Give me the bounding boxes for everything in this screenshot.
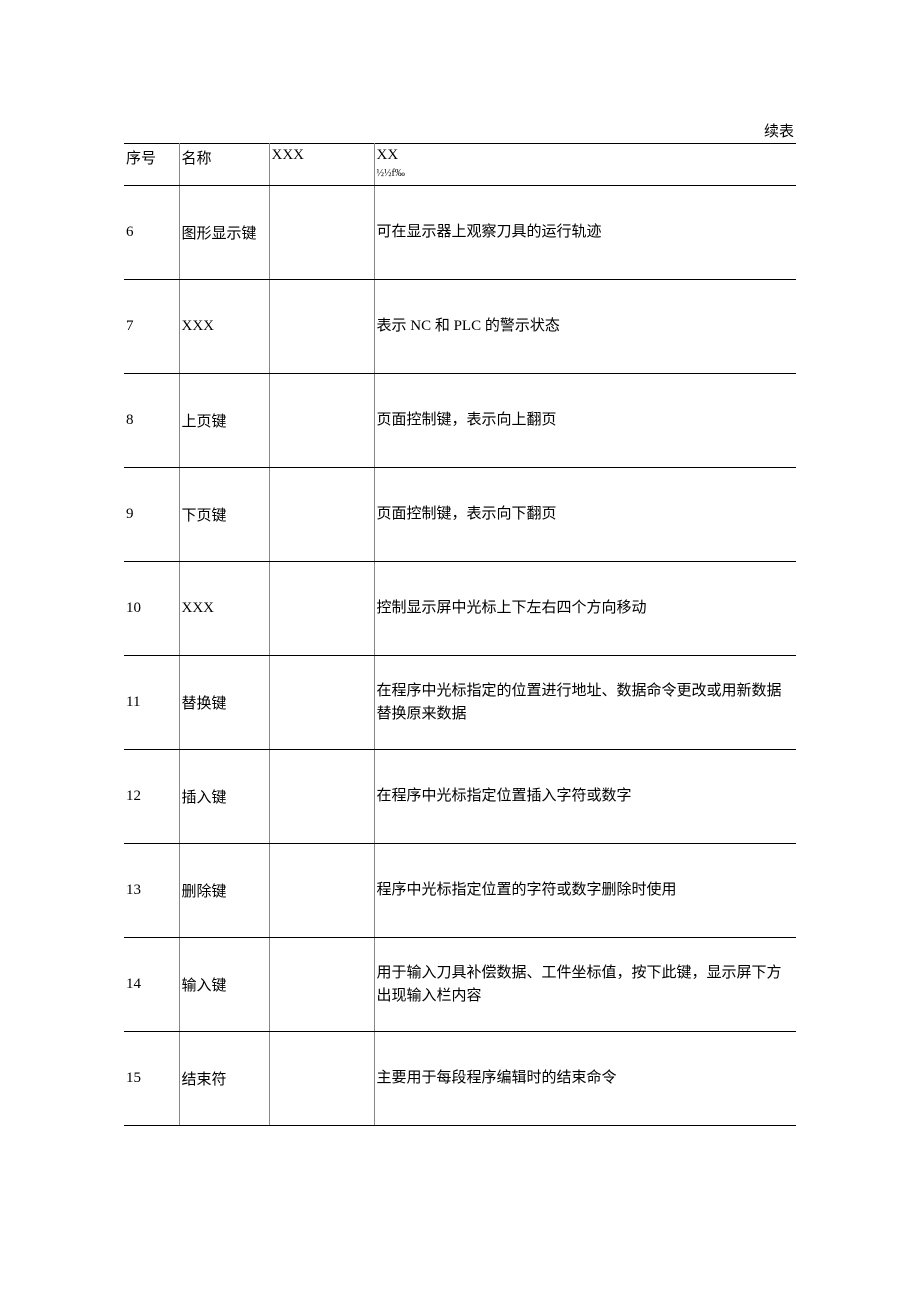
table-row: 8 上页键 页面控制键，表示向上翻页 xyxy=(124,374,796,468)
cell-col3 xyxy=(269,1032,374,1126)
cell-col3 xyxy=(269,938,374,1032)
cell-desc: 可在显示器上观察刀具的运行轨迹 xyxy=(374,186,796,280)
cell-name: 输入键 xyxy=(179,938,269,1032)
header-col3: XXX xyxy=(269,144,374,186)
cell-col3 xyxy=(269,468,374,562)
header-col4: XX ½½f‰ xyxy=(374,144,796,186)
cell-desc: 用于输入刀具补偿数据、工件坐标值，按下此键，显示屏下方出现输入栏内容 xyxy=(374,938,796,1032)
cell-desc: 程序中光标指定位置的字符或数字删除时使用 xyxy=(374,844,796,938)
cell-col3 xyxy=(269,750,374,844)
table-row: 9 下页键 页面控制键，表示向下翻页 xyxy=(124,468,796,562)
cell-name: 上页键 xyxy=(179,374,269,468)
cell-name: 结束符 xyxy=(179,1032,269,1126)
table-row: 12 插入键 在程序中光标指定位置插入字符或数字 xyxy=(124,750,796,844)
cell-name: 替换键 xyxy=(179,656,269,750)
cell-seq: 14 xyxy=(124,938,179,1032)
keys-table: 序号 名称 XXX XX ½½f‰ 6 图形显示键 可在显示器上观察刀具的运行轨… xyxy=(124,143,796,1126)
cell-seq: 15 xyxy=(124,1032,179,1126)
header-name: 名称 xyxy=(179,144,269,186)
table-row: 15 结束符 主要用于每段程序编辑时的结束命令 xyxy=(124,1032,796,1126)
table-row: 11 替换键 在程序中光标指定的位置进行地址、数据命令更改或用新数据替换原来数据 xyxy=(124,656,796,750)
cell-name: XXX xyxy=(179,280,269,374)
cell-name: 删除键 xyxy=(179,844,269,938)
cell-col3 xyxy=(269,562,374,656)
cell-desc: 表示 NC 和 PLC 的警示状态 xyxy=(374,280,796,374)
cell-seq: 10 xyxy=(124,562,179,656)
table-row: 7 XXX 表示 NC 和 PLC 的警示状态 xyxy=(124,280,796,374)
cell-desc: 主要用于每段程序编辑时的结束命令 xyxy=(374,1032,796,1126)
table-row: 13 删除键 程序中光标指定位置的字符或数字删除时使用 xyxy=(124,844,796,938)
cell-seq: 8 xyxy=(124,374,179,468)
cell-seq: 13 xyxy=(124,844,179,938)
table-row: 6 图形显示键 可在显示器上观察刀具的运行轨迹 xyxy=(124,186,796,280)
table-caption: 续表 xyxy=(124,120,796,141)
header-col4-line1: XX xyxy=(377,147,399,163)
cell-seq: 7 xyxy=(124,280,179,374)
cell-name: 下页键 xyxy=(179,468,269,562)
header-col4-line2: ½½f‰ xyxy=(377,168,405,179)
table-row: 10 XXX 控制显示屏中光标上下左右四个方向移动 xyxy=(124,562,796,656)
cell-name: XXX xyxy=(179,562,269,656)
cell-desc: 在程序中光标指定的位置进行地址、数据命令更改或用新数据替换原来数据 xyxy=(374,656,796,750)
cell-col3 xyxy=(269,844,374,938)
cell-seq: 11 xyxy=(124,656,179,750)
table-header-row: 序号 名称 XXX XX ½½f‰ xyxy=(124,144,796,186)
cell-desc: 页面控制键，表示向下翻页 xyxy=(374,468,796,562)
cell-seq: 9 xyxy=(124,468,179,562)
header-seq: 序号 xyxy=(124,144,179,186)
cell-desc: 在程序中光标指定位置插入字符或数字 xyxy=(374,750,796,844)
cell-desc: 页面控制键，表示向上翻页 xyxy=(374,374,796,468)
cell-seq: 6 xyxy=(124,186,179,280)
cell-col3 xyxy=(269,656,374,750)
cell-col3 xyxy=(269,374,374,468)
table-row: 14 输入键 用于输入刀具补偿数据、工件坐标值，按下此键，显示屏下方出现输入栏内… xyxy=(124,938,796,1032)
cell-name: 图形显示键 xyxy=(179,186,269,280)
cell-desc: 控制显示屏中光标上下左右四个方向移动 xyxy=(374,562,796,656)
cell-col3 xyxy=(269,186,374,280)
cell-seq: 12 xyxy=(124,750,179,844)
cell-col3 xyxy=(269,280,374,374)
cell-name: 插入键 xyxy=(179,750,269,844)
